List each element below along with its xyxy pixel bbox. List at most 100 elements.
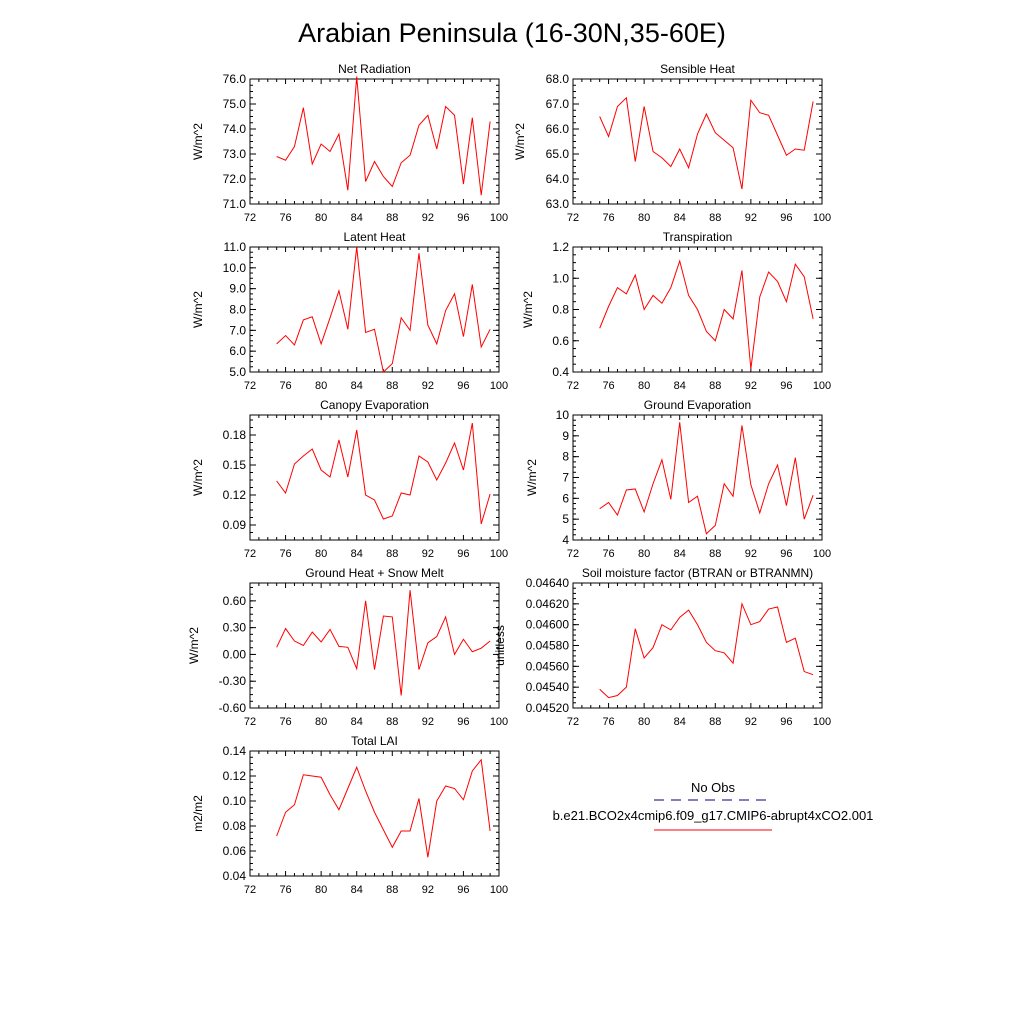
x-tick-label: 100 [490, 380, 508, 392]
y-tick-label: 0.10 [223, 794, 247, 808]
y-axis-label: W/m^2 [191, 291, 205, 328]
y-tick-label: 0.30 [223, 621, 247, 635]
y-tick-label: 8 [562, 450, 569, 464]
y-tick-label: 1.2 [552, 240, 569, 254]
x-tick-label: 96 [780, 548, 792, 560]
y-tick-label: 0.04 [223, 869, 247, 883]
y-axis-label: W/m^2 [521, 291, 535, 328]
x-tick-label: 84 [674, 212, 686, 224]
panel-title: Sensible Heat [660, 62, 735, 76]
y-tick-label: 0.04640 [526, 576, 570, 590]
x-tick-label: 84 [674, 548, 686, 560]
x-tick-label: 92 [745, 212, 757, 224]
x-tick-label: 76 [602, 548, 614, 560]
x-tick-label: 100 [490, 212, 508, 224]
y-tick-label: 0.04620 [526, 597, 570, 611]
x-tick-label: 92 [422, 212, 434, 224]
y-axis-label: W/m^2 [191, 459, 205, 496]
x-tick-label: 88 [386, 548, 398, 560]
x-tick-label: 100 [490, 884, 508, 896]
x-tick-label: 80 [638, 548, 650, 560]
x-tick-label: 84 [674, 380, 686, 392]
x-tick-label: 72 [244, 212, 256, 224]
y-tick-label: 1.0 [552, 271, 569, 285]
y-tick-label: 0.04560 [526, 659, 570, 673]
x-tick-label: 96 [457, 212, 469, 224]
y-tick-label: 0.04540 [526, 680, 570, 694]
legend: No Obs b.e21.BCO2x4cmip6.f09_g17.CMIP6-a… [553, 780, 873, 831]
panel-frame [249, 414, 500, 541]
panel-2: Sensible Heat W/m^2 72 76 80 84 88 92 96 100 63.0 6… [513, 62, 831, 224]
panel-title: Ground Evaporation [644, 398, 751, 412]
x-tick-label: 80 [315, 548, 327, 560]
x-tick-label: 92 [745, 716, 757, 728]
x-tick-label: 88 [386, 380, 398, 392]
y-tick-label: 8.0 [229, 303, 246, 317]
x-tick-label: 84 [351, 548, 363, 560]
y-tick-label: 0.04520 [526, 701, 570, 715]
figure-title: Arabian Peninsula (16-30N,35-60E) [298, 18, 726, 48]
panel-8: Soil moisture factor (BTRAN or BTRANMN) u… [493, 566, 831, 728]
x-tick-label: 72 [567, 212, 579, 224]
y-tick-label: 10 [556, 408, 570, 422]
y-tick-label: 7 [562, 471, 569, 485]
y-tick-label: 72.0 [223, 172, 247, 186]
y-tick-label: 76.0 [223, 72, 247, 86]
y-tick-label: 0.18 [223, 428, 247, 442]
x-tick-label: 96 [780, 212, 792, 224]
x-tick-label: 72 [567, 548, 579, 560]
x-tick-label: 92 [422, 548, 434, 560]
x-tick-label: 88 [709, 716, 721, 728]
y-axis-label: W/m^2 [187, 627, 201, 664]
y-tick-label: 6 [562, 491, 569, 505]
y-tick-label: 0.06 [223, 844, 247, 858]
panel-frame [572, 582, 823, 709]
x-tick-label: 84 [351, 380, 363, 392]
y-tick-label: 73.0 [223, 147, 247, 161]
y-tick-label: 0.12 [223, 488, 247, 502]
x-tick-label: 100 [490, 716, 508, 728]
x-tick-label: 88 [386, 716, 398, 728]
x-tick-label: 84 [674, 716, 686, 728]
x-tick-label: 80 [315, 716, 327, 728]
panel-title: Canopy Evaporation [320, 398, 429, 412]
y-tick-label: -0.30 [219, 674, 247, 688]
panel-title: Soil moisture factor (BTRAN or BTRANMN) [582, 566, 813, 580]
panel-frame [249, 582, 500, 709]
panel-5: Canopy Evaporation W/m^2 72 76 80 84 88 92 96 100… [191, 398, 508, 560]
x-tick-label: 100 [490, 548, 508, 560]
y-tick-label: 4 [562, 533, 569, 547]
x-tick-label: 96 [780, 380, 792, 392]
x-tick-label: 76 [279, 212, 291, 224]
x-tick-label: 96 [457, 548, 469, 560]
y-tick-label: 10.0 [223, 261, 247, 275]
x-tick-label: 100 [813, 548, 831, 560]
x-tick-label: 100 [813, 380, 831, 392]
x-tick-label: 72 [244, 716, 256, 728]
y-axis-label: m2/m2 [191, 795, 205, 832]
y-tick-label: 68.0 [546, 72, 570, 86]
panel-9: Total LAI m2/m2 72 76 80 84 88 92 96 100 0.04 0.06 0… [191, 734, 508, 896]
x-tick-label: 100 [813, 212, 831, 224]
panel-title: Latent Heat [343, 230, 406, 244]
panel-title: Transpiration [663, 230, 733, 244]
y-tick-label: 9 [562, 429, 569, 443]
x-tick-label: 76 [279, 716, 291, 728]
legend-obs-label: No Obs [691, 780, 736, 795]
panel-frame [249, 246, 500, 373]
y-tick-label: 0.8 [552, 303, 569, 317]
series-line [276, 758, 491, 858]
panel-3: Latent Heat W/m^2 72 76 80 84 88 92 96 100 5.0 6.0 7… [191, 230, 508, 392]
x-tick-label: 80 [638, 716, 650, 728]
x-tick-label: 88 [386, 884, 398, 896]
panel-title: Ground Heat + Snow Melt [305, 566, 444, 580]
x-tick-label: 96 [457, 380, 469, 392]
panel-title: Net Radiation [338, 62, 411, 76]
y-axis-label: unitless [493, 625, 507, 666]
x-tick-label: 80 [638, 380, 650, 392]
y-tick-label: 75.0 [223, 97, 247, 111]
panel-4: Transpiration W/m^2 72 76 80 84 88 92 96 100 0.4 0.… [521, 230, 831, 392]
series-line [276, 246, 491, 373]
x-tick-label: 84 [351, 212, 363, 224]
